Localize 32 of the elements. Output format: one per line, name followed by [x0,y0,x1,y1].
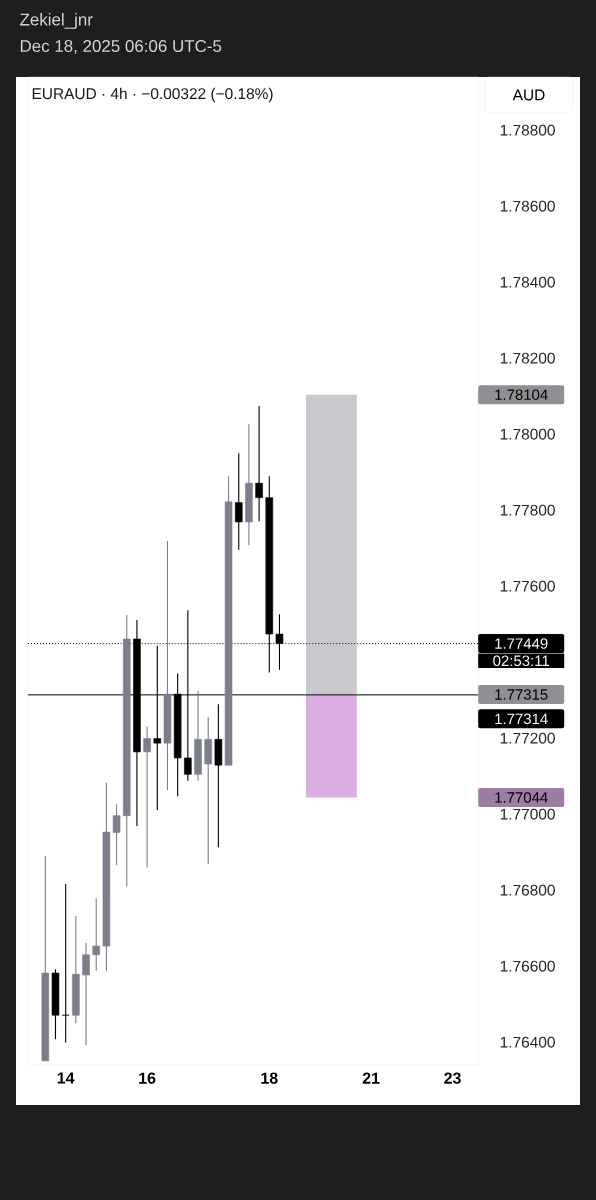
candlestick [143,725,151,868]
text: 1.77315 [495,689,548,700]
x-tick-label: 14 [57,1072,75,1084]
x-tick-label: 16 [139,1072,156,1084]
text: EURAUD · 4h · −0.00322 (−0.18%) [32,87,273,103]
y-tick-label: 1.78600 [500,200,555,212]
text: 02:53:11 [493,655,549,667]
x-tick-label: 23 [444,1072,461,1084]
y-tick-label: 1.76600 [500,960,555,972]
text: Dec 18, 2025 06:06 UTC-5 [20,40,222,54]
ref-line-label: 1.77449 [495,638,548,649]
ref-line-label: 1.77314 [495,713,548,725]
candlestick [255,405,263,522]
y-tick-label: 1.78000 [500,428,555,440]
candlestick [82,942,90,1046]
y-tick-label: 1.77000 [500,808,555,820]
candlestick [234,452,243,551]
y-tick-label: 1.77600 [500,580,555,592]
y-tick-label: 1.78800 [500,124,555,136]
candlestick [92,897,100,972]
x-tick-label: 21 [362,1072,380,1084]
text: Zekiel_jnr [20,13,93,29]
y-tick-label: 1.77800 [500,504,555,516]
y-tick-label: 1.77200 [500,732,555,744]
y-tick-label: 1.76800 [500,884,555,896]
text: 1.78104 [495,389,548,400]
y-axis-title: AUD [512,89,545,101]
y-tick-label: 1.78400 [500,276,555,288]
text: 1.77044 [495,792,548,803]
x-tick-label: 18 [261,1072,278,1084]
y-tick-label: 1.76400 [500,1036,555,1048]
y-tick-label: 1.78200 [500,352,555,364]
